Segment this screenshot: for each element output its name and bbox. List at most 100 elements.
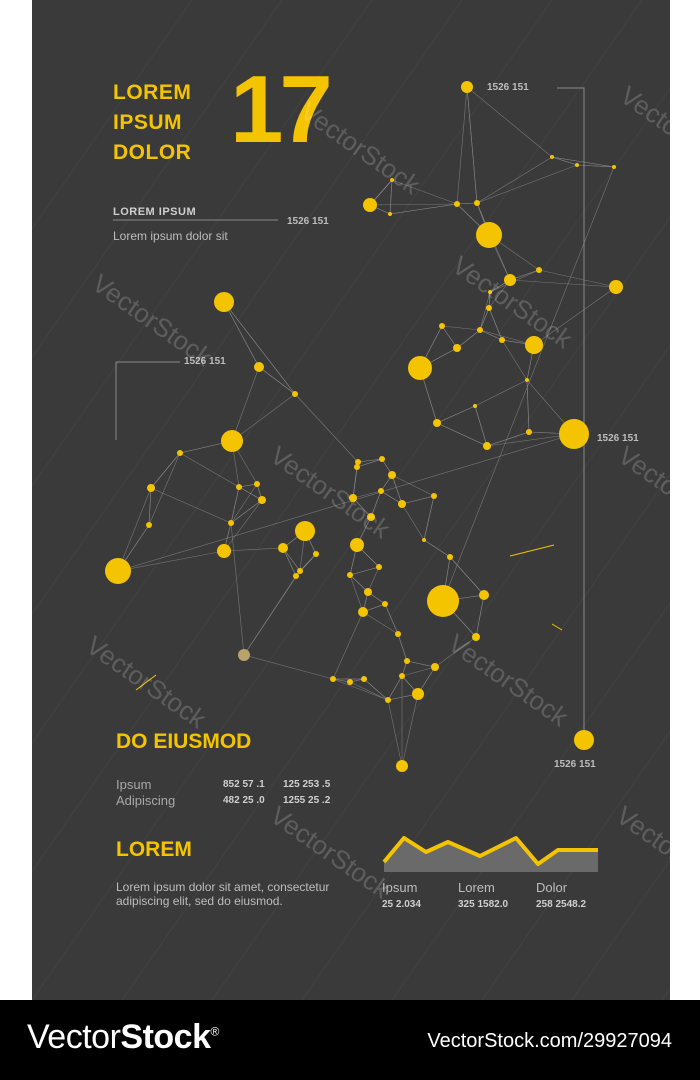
network-edge — [117, 550, 225, 572]
brand-suffix: Stock — [120, 1018, 211, 1056]
network-node — [254, 481, 260, 487]
number-label-top: 1526 151 — [487, 82, 529, 93]
title-line-1: LOREM — [113, 81, 192, 104]
mini-col-label: Dolor — [536, 880, 568, 895]
mini-col-value: 258 2548.2 — [536, 899, 587, 910]
mini-col-label: Ipsum — [382, 880, 418, 895]
network-edge — [230, 522, 245, 656]
accent-segment — [551, 623, 563, 631]
network-node — [504, 274, 516, 286]
title-line-2: IPSUM — [113, 111, 183, 134]
network-node — [358, 607, 368, 617]
network-edge — [238, 483, 258, 488]
network-node — [254, 362, 264, 372]
network-node — [379, 456, 385, 462]
network-edge — [474, 379, 528, 407]
network-node — [217, 544, 231, 558]
network-node — [447, 554, 453, 560]
network-edge — [349, 566, 380, 576]
mini-area-fill — [384, 838, 598, 872]
network-graph — [32, 0, 670, 1000]
network-edge — [332, 678, 389, 701]
network-node — [378, 488, 384, 494]
network-node — [347, 572, 353, 578]
network-node — [499, 337, 505, 343]
background-stripe — [32, 0, 643, 873]
network-edge — [357, 458, 383, 463]
network-node — [228, 520, 234, 526]
network-node — [525, 378, 529, 382]
network-node — [474, 200, 480, 206]
network-edge — [258, 366, 296, 395]
network-edge — [370, 490, 382, 518]
network-edge — [367, 566, 380, 593]
network-edge — [401, 503, 425, 541]
section-heading-lorem: LOREM — [116, 838, 192, 861]
number-label-right: 1526 151 — [597, 433, 639, 444]
network-edge — [150, 452, 181, 489]
network-edge — [389, 203, 458, 215]
network-edge — [362, 611, 399, 635]
network-edge — [441, 325, 481, 331]
network-node — [395, 631, 401, 637]
network-edge — [179, 452, 240, 488]
network-edge — [551, 156, 578, 166]
network-node — [408, 356, 432, 380]
network-edge — [391, 179, 458, 205]
network-edge — [488, 307, 503, 341]
network-edge — [526, 379, 530, 433]
network-node — [574, 730, 594, 750]
network-node — [221, 430, 243, 452]
network-edge — [576, 164, 615, 168]
network-edge — [294, 393, 359, 463]
mini-area-line — [382, 836, 598, 866]
network-node — [390, 178, 394, 182]
stats-value: 852 57 .1 — [223, 779, 265, 790]
network-node — [349, 494, 357, 502]
network-node — [483, 442, 491, 450]
network-edge — [349, 574, 364, 613]
mini-col-label: Lorem — [458, 880, 495, 895]
network-node — [313, 551, 319, 557]
network-edge — [148, 452, 181, 526]
network-edge — [363, 678, 389, 701]
network-node — [388, 471, 396, 479]
network-node — [454, 201, 460, 207]
network-edge — [352, 466, 358, 499]
accent-segment — [509, 544, 555, 557]
network-node — [105, 558, 131, 584]
network-edge — [230, 486, 240, 524]
title-line-3: DOLOR — [113, 141, 192, 164]
stats-value: 482 25 .0 — [223, 795, 265, 806]
network-edge — [384, 603, 399, 635]
network-edge — [479, 291, 491, 331]
network-edge — [509, 279, 617, 288]
network-node — [612, 165, 616, 169]
network-edge — [238, 486, 263, 501]
network-edge — [486, 431, 530, 447]
network-edge — [401, 693, 419, 767]
body-paragraph: Lorem ipsum dolor sit amet, consectetur … — [116, 880, 330, 908]
number-label-left: 1526 151 — [184, 356, 226, 367]
network-node — [347, 679, 353, 685]
mini-area-chart — [382, 836, 598, 872]
network-edge — [397, 633, 408, 662]
mini-col-value: 325 1582.0 — [458, 899, 509, 910]
network-edge — [401, 666, 436, 677]
mini-col: Lorem 325 1582.0 — [458, 880, 538, 910]
network-edge — [150, 487, 232, 524]
network-edge — [223, 499, 263, 552]
network-node — [355, 459, 361, 465]
network-edge — [475, 594, 485, 638]
infographic-poster: LOREM IPSUM DOLOR 17 1526 151 LOREM IPSU… — [32, 0, 670, 1000]
network-node — [473, 404, 477, 408]
stats-label: Ipsum — [116, 777, 152, 792]
network-node — [422, 538, 426, 542]
network-edge — [369, 203, 458, 206]
network-node — [354, 464, 360, 470]
network-node — [146, 522, 152, 528]
network-node — [433, 419, 441, 427]
network-edge — [223, 301, 296, 395]
network-edge — [456, 329, 481, 349]
network-edge — [449, 556, 485, 596]
